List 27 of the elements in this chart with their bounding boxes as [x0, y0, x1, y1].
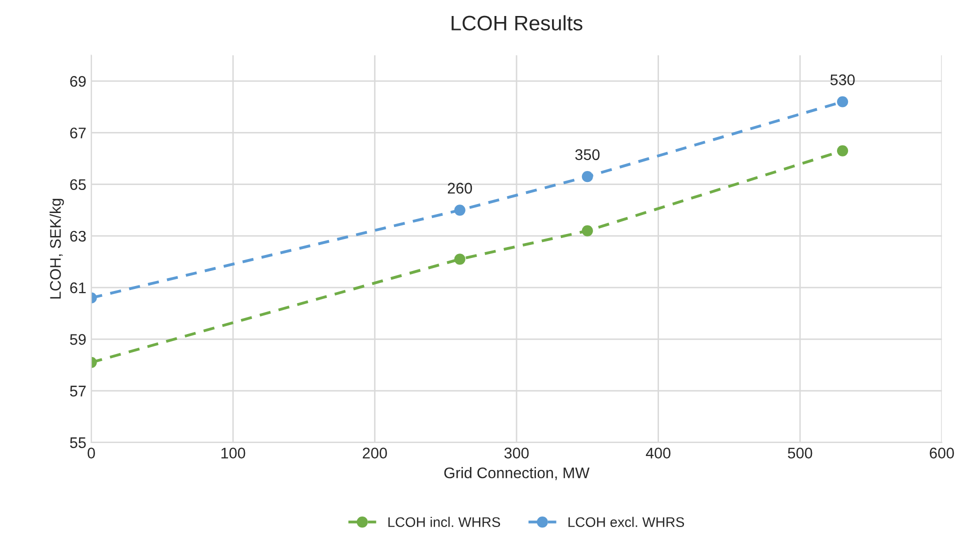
y-tick-label: 67 [70, 128, 86, 138]
legend-label: LCOH excl. WHRS [568, 516, 684, 528]
y-tick-label: 59 [70, 334, 86, 345]
x-tick-label: 100 [221, 448, 246, 458]
x-tick-label: 200 [362, 448, 387, 458]
point [582, 171, 593, 182]
legend-label: LCOH incl. WHRS [388, 516, 500, 528]
x-axis-title: Grid Connection, MW [444, 467, 590, 480]
y-tick-label: 65 [70, 179, 86, 190]
y-tick-label: 57 [70, 386, 86, 396]
x-tick-label: 0 [88, 448, 95, 458]
x-tick-label: 600 [930, 448, 954, 458]
y-tick-label: 63 [70, 230, 86, 242]
x-tick-label: 400 [646, 448, 670, 458]
y-tick-label: 61 [70, 282, 86, 294]
y-tick-label: 69 [70, 76, 86, 87]
y-tick-label: 55 [70, 437, 86, 448]
y-axis-title: LCOH, SEK/kg [50, 198, 64, 299]
annotation: 530 [830, 74, 855, 86]
x-tick-label: 500 [788, 448, 812, 458]
point [582, 225, 593, 236]
x-tick-label: 300 [504, 448, 529, 458]
annotation: 350 [575, 149, 600, 160]
chart-title: LCOH Results [452, 15, 582, 31]
annotation: 260 [448, 182, 472, 194]
point [454, 254, 466, 265]
point [454, 204, 466, 216]
